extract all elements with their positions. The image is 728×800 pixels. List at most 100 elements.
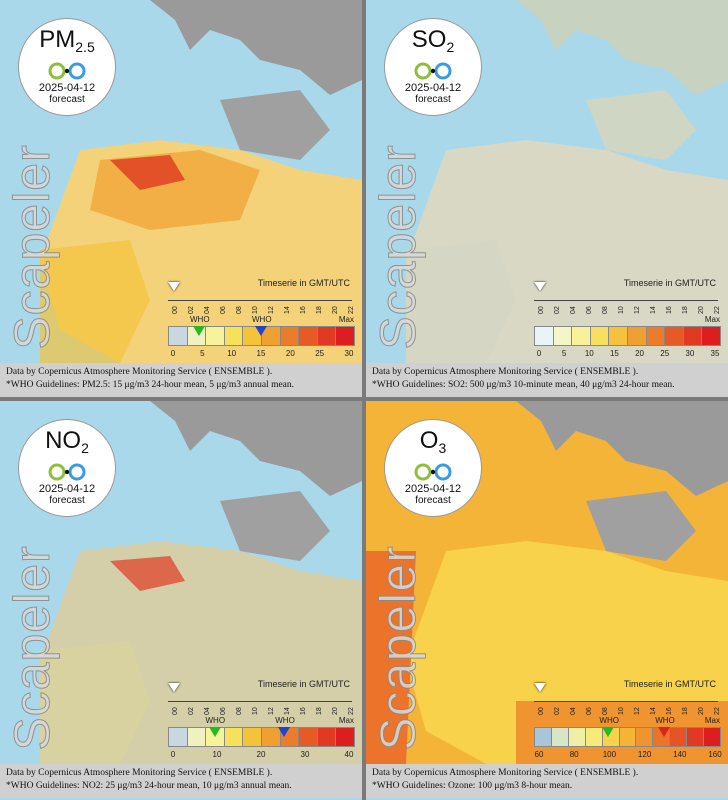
timeline-tick: 06 [586, 306, 593, 314]
scale-swatch [703, 727, 721, 747]
scale-swatch [534, 727, 552, 747]
scale-swatch [567, 727, 586, 747]
timeline-tick: 12 [634, 306, 641, 314]
timeline-tick: 20 [332, 707, 339, 715]
timeline-tick: 14 [650, 306, 657, 314]
scale-tick-label: 0 [170, 750, 176, 759]
time-pointer-icon [168, 282, 180, 291]
timeline-tick: 20 [698, 306, 705, 314]
timeline-tick: 18 [316, 707, 323, 715]
scale-swatch [584, 727, 603, 747]
who-marker-icon [255, 326, 267, 336]
timeline-tick: 20 [332, 306, 339, 314]
scale-ticks: 0 5 10 15 20 25 30 [168, 349, 354, 361]
timeline-tick: 16 [666, 306, 673, 314]
scale-tick-label: 40 [344, 750, 354, 759]
timeline-tick: 06 [220, 306, 227, 314]
timeline-tick: 00 [172, 306, 179, 314]
who-label: WHO [275, 716, 295, 725]
timeline-tick: 02 [554, 306, 561, 314]
brand-watermark: Scapeler [370, 545, 427, 751]
scale-swatch [664, 326, 684, 346]
timeline-tick: 08 [236, 707, 243, 715]
timeline-tick: 04 [570, 707, 577, 715]
timeline-axis [168, 300, 352, 301]
scale-tick-label: 120 [637, 750, 652, 759]
forecast-date: 2025-04-12 [38, 483, 96, 495]
max-label: Max [704, 716, 720, 725]
timeline-tick: 12 [634, 707, 641, 715]
color-scale: WHO WHO Max [168, 716, 355, 749]
caption: Data by Copernicus Atmosphere Monitoring… [0, 764, 362, 798]
timeline-tick: 02 [188, 306, 195, 314]
timeline-tick: 00 [172, 707, 179, 715]
pollutant-title: SO2 [411, 26, 455, 56]
timeline-tick: 14 [284, 707, 291, 715]
scale-tick-label: 25 [660, 349, 670, 358]
timeline: 00 02 04 06 08 10 12 14 16 18 20 22 [168, 288, 355, 322]
scale-tick-label: 100 [602, 750, 617, 759]
color-scale: WHO WHO Max [168, 315, 355, 348]
scapeler-logo-icon [414, 62, 452, 80]
scale-tick-label: 30 [300, 750, 310, 759]
scale-swatch [316, 326, 337, 346]
europe-map-o3 [366, 401, 728, 764]
who-marker-icon [278, 727, 291, 737]
timeline-tick: 10 [618, 306, 625, 314]
scale-swatch [223, 326, 244, 346]
scale-swatch [550, 727, 569, 747]
scale-swatch [608, 326, 628, 346]
scale-tick-label: 10 [212, 750, 222, 759]
scale-swatch [618, 727, 637, 747]
scale-tick-label: 80 [569, 750, 579, 759]
time-pointer-icon [534, 683, 546, 692]
scale-tick-label: 20 [256, 750, 266, 759]
map-panel-o3: O3 2025-04-12 forecast Scapeler Timeseri… [366, 401, 728, 800]
timeline-tick: 02 [188, 707, 195, 715]
timeline-tick: 22 [714, 306, 721, 314]
pollutant-title: PM2.5 [39, 26, 95, 56]
timeline-tick: 14 [650, 707, 657, 715]
color-scale: Max [534, 315, 721, 348]
pollutant-title: NO2 [45, 427, 89, 457]
scale-swatch [552, 326, 573, 346]
timeline-tick: 20 [698, 707, 705, 715]
timeserie-note: Timeserie in GMT/UTC [623, 278, 716, 288]
timeserie-note: Timeserie in GMT/UTC [257, 679, 350, 689]
scale-swatch [168, 727, 188, 747]
scale-swatch [534, 326, 554, 346]
scale-swatch [279, 326, 300, 346]
caption-who: *WHO Guidelines: NO2: 25 μg/m3 24-hour m… [6, 781, 292, 791]
scale-tick-label: 0 [170, 349, 176, 358]
timeline-tick: 18 [682, 707, 689, 715]
caption-source: Data by Copernicus Atmosphere Monitoring… [372, 768, 639, 778]
scale-swatch [205, 326, 225, 346]
scale-tick-label: 140 [673, 750, 687, 759]
forecast-label: forecast [49, 94, 85, 105]
scale-tick-label: 20 [635, 349, 645, 358]
timeline-tick: 16 [300, 707, 307, 715]
scale-ticks: 0 10 20 30 40 [168, 750, 354, 762]
scale-swatch [686, 727, 705, 747]
caption-source: Data by Copernicus Atmosphere Monitoring… [6, 367, 273, 377]
scale-tick-label: 30 [685, 349, 695, 358]
scale-tick-label: 15 [256, 349, 266, 358]
timeline-tick: 08 [236, 306, 243, 314]
timeline-tick: 18 [316, 306, 323, 314]
who-marker-icon [658, 727, 671, 737]
timeline-tick: 08 [602, 707, 609, 715]
caption-who: *WHO Guidelines: SO2: 500 μg/m3 10-minut… [372, 380, 675, 390]
scale-swatch [635, 727, 654, 747]
caption: Data by Copernicus Atmosphere Monitoring… [0, 363, 362, 397]
timeline-tick: 14 [284, 306, 291, 314]
timeline-tick: 04 [570, 306, 577, 314]
scale-swatch [223, 727, 244, 747]
brand-watermark: Scapeler [4, 545, 61, 751]
timeline-tick: 22 [348, 306, 355, 314]
scale-swatch [669, 727, 688, 747]
forecast-label: forecast [415, 94, 451, 105]
timeline-tick: 02 [554, 707, 561, 715]
timeline-tick: 10 [252, 707, 259, 715]
who-marker-icon [208, 727, 221, 737]
caption-who: *WHO Guidelines: PM2.5: 15 μg/m3 24-hour… [6, 380, 295, 390]
